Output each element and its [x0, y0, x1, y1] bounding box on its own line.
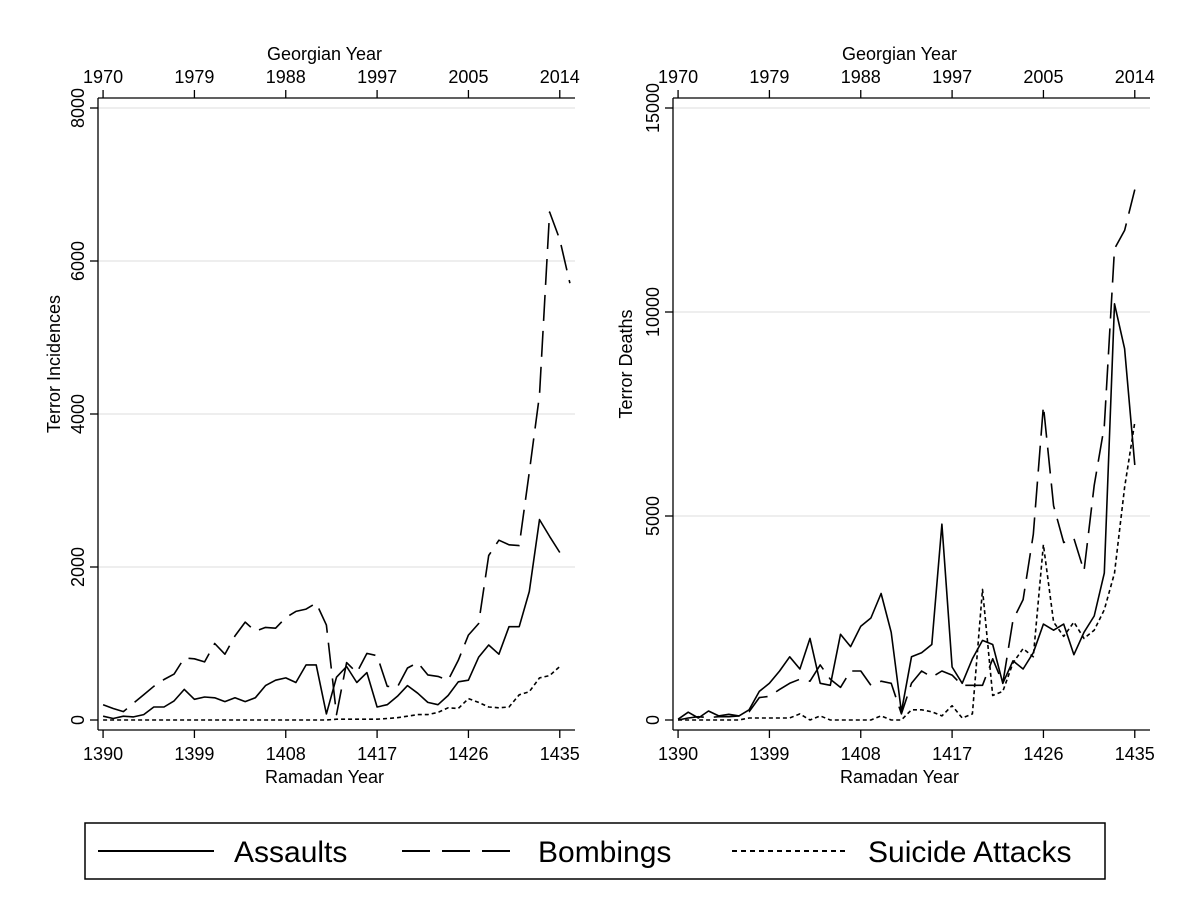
right-x2-tick-label-4: 2005	[1023, 67, 1063, 87]
right-x-tick-label-2: 1408	[841, 744, 881, 764]
left-x2-tick-label-2: 1988	[266, 67, 306, 87]
right-y-tick-label-1: 5000	[643, 496, 663, 536]
right-x-tick-label-5: 1435	[1115, 744, 1155, 764]
left-x2-tick-label-4: 2005	[448, 67, 488, 87]
right-panel-terror-deaths: 0 5000 10000 15000 1390 1399 1408 1417 1426 1435 1…	[616, 44, 1155, 787]
right-x2-tick-label-1: 1979	[749, 67, 789, 87]
right-x-tick-label-4: 1426	[1023, 744, 1063, 764]
left-x-tick-label-0: 1390	[83, 744, 123, 764]
left-y-tick-label-3: 6000	[68, 241, 88, 281]
left-y-axis-title: Terror Incidences	[44, 295, 64, 433]
left-y-tick-label-2: 4000	[68, 394, 88, 434]
right-series-suicide-attacks	[678, 422, 1136, 721]
left-series-assaults	[102, 518, 561, 720]
left-y-tick-label-0: 0	[68, 715, 88, 725]
left-x-tick-label-2: 1408	[266, 744, 306, 764]
legend-label-bombings: Bombings	[538, 836, 671, 869]
right-x2-tick-label-2: 1988	[841, 67, 881, 87]
right-series-bombings	[677, 189, 1136, 721]
left-x-tick-label-1: 1399	[174, 744, 214, 764]
left-x2-tick-label-1: 1979	[174, 67, 214, 87]
right-x-tick-label-3: 1417	[932, 744, 972, 764]
right-y-axis-title: Terror Deaths	[616, 309, 636, 418]
left-series-suicide-attacks	[103, 665, 561, 721]
right-x2-axis-title: Georgian Year	[842, 44, 957, 64]
left-x-axis-title: Ramadan Year	[265, 767, 384, 787]
left-x2-tick-label-3: 1997	[357, 67, 397, 87]
legend-label-assaults: Assaults	[234, 836, 347, 869]
left-series-bombings	[102, 211, 571, 716]
left-x2-axis-title: Georgian Year	[267, 44, 382, 64]
right-y-tick-label-0: 0	[643, 715, 663, 725]
right-x-tick-label-1: 1399	[749, 744, 789, 764]
left-y-tick-label-4: 8000	[68, 88, 88, 128]
left-panel-terror-incidences: 0 2000 4000 6000 8000 1390 1399 1408 1417 1426 143…	[44, 44, 580, 787]
left-x-tick-label-4: 1426	[448, 744, 488, 764]
legend-frame	[84, 822, 1106, 880]
right-x2-tick-label-0: 1970	[658, 67, 698, 87]
right-series-assaults	[677, 303, 1136, 720]
right-x-axis-title: Ramadan Year	[840, 767, 959, 787]
legend: Assaults Bombings Suicide Attacks	[84, 822, 1106, 880]
left-y-tick-label-1: 2000	[68, 547, 88, 587]
right-y-tick-label-2: 10000	[643, 287, 663, 337]
right-x2-tick-label-3: 1997	[932, 67, 972, 87]
left-x2-tick-label-0: 1970	[83, 67, 123, 87]
right-x-tick-label-0: 1390	[658, 744, 698, 764]
left-x-tick-label-5: 1435	[540, 744, 580, 764]
left-x2-tick-label-5: 2014	[540, 67, 580, 87]
legend-label-suicide-attacks: Suicide Attacks	[868, 836, 1071, 869]
left-x-tick-label-3: 1417	[357, 744, 397, 764]
right-y-tick-label-3: 15000	[643, 83, 663, 133]
right-x2-tick-label-5: 2014	[1115, 67, 1155, 87]
